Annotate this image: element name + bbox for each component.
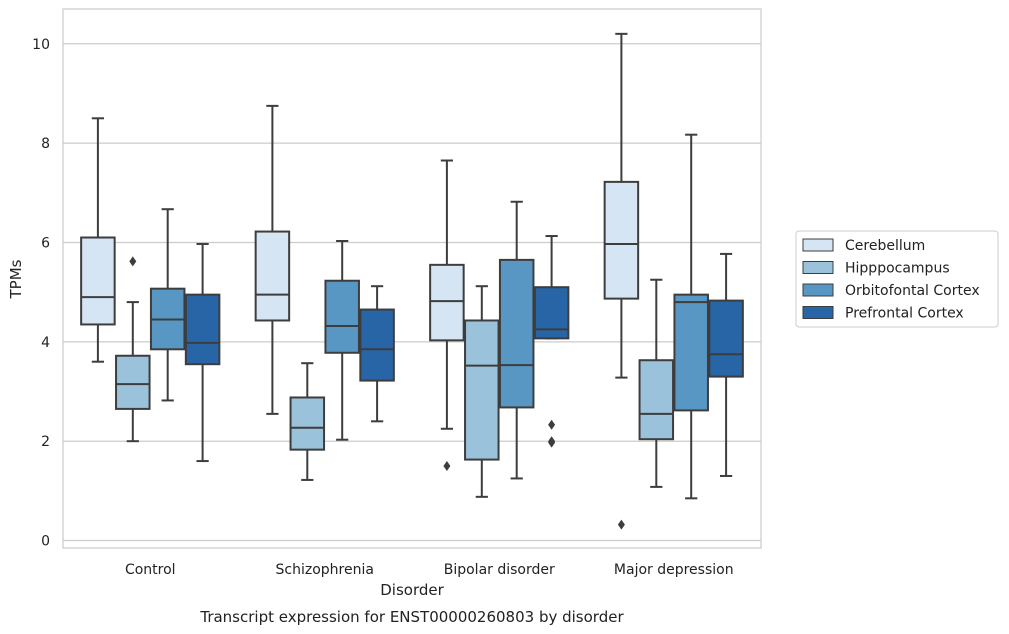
legend-swatch	[802, 261, 834, 274]
legend-label: Orbitofontal Cortex	[845, 283, 980, 299]
box-group	[80, 117, 116, 363]
box-group	[603, 32, 640, 530]
box	[115, 354, 151, 410]
legend: Cerebellum Hipppocampus Orbitofontal Corte…	[795, 230, 999, 328]
y-tick-label: 10	[32, 37, 50, 53]
legend-label: Hipppocampus	[845, 261, 950, 277]
box	[429, 263, 465, 342]
y-tick-label: 4	[41, 335, 50, 351]
box	[638, 359, 675, 441]
x-axis-title: Disorder	[380, 581, 444, 599]
box-group	[254, 104, 291, 415]
box	[324, 279, 360, 354]
legend-label: Cerebellum	[845, 238, 925, 254]
boxes-layer	[80, 32, 744, 530]
box-group	[638, 278, 675, 488]
box	[673, 293, 709, 412]
legend-frame	[795, 230, 999, 328]
chart-caption: Transcript expression for ENST0000026080…	[199, 608, 624, 626]
x-tick-label: Schizophrenia	[276, 562, 374, 578]
box-group	[464, 285, 500, 498]
box-group	[289, 362, 326, 481]
box	[254, 230, 291, 322]
outlier-point	[548, 419, 556, 430]
legend-swatch	[802, 306, 834, 319]
box	[498, 258, 535, 409]
outlier-point	[129, 256, 137, 267]
box	[289, 396, 326, 451]
box-group	[324, 239, 360, 441]
y-tick-label: 2	[41, 434, 50, 450]
x-tick-label: Major depression	[614, 562, 734, 578]
legend-swatch	[802, 283, 834, 297]
x-tick-label: Control	[125, 562, 176, 578]
box	[464, 319, 500, 461]
box-group	[533, 235, 570, 448]
box	[533, 286, 570, 340]
box	[184, 293, 221, 366]
legend-label: Prefrontal Cortex	[845, 306, 964, 322]
box-group	[498, 200, 535, 480]
outlier-point	[617, 519, 625, 530]
y-axis-title: TPMs	[7, 259, 25, 299]
box	[80, 236, 116, 326]
outlier-point	[548, 437, 556, 448]
box-group	[708, 252, 744, 477]
box	[359, 308, 395, 382]
box	[603, 180, 640, 300]
legend-swatch	[802, 238, 834, 252]
box-group	[359, 285, 395, 423]
y-tick-label: 6	[41, 235, 50, 251]
box-group	[673, 133, 709, 500]
y-tick-labels: 0 2 4 6 8 10	[32, 37, 50, 550]
box-group	[429, 159, 465, 472]
x-tick-label: Bipolar disorder	[444, 562, 555, 578]
box-group	[115, 256, 151, 443]
y-tick-label: 8	[41, 136, 50, 152]
outlier-point	[443, 461, 451, 472]
x-tick-labels: Control Schizophrenia Bipolar disorder Majo…	[125, 562, 734, 578]
y-tick-label: 0	[41, 534, 50, 550]
box-group	[149, 208, 186, 402]
box	[708, 299, 744, 378]
box-group	[184, 242, 221, 463]
plot-frame	[62, 8, 762, 549]
